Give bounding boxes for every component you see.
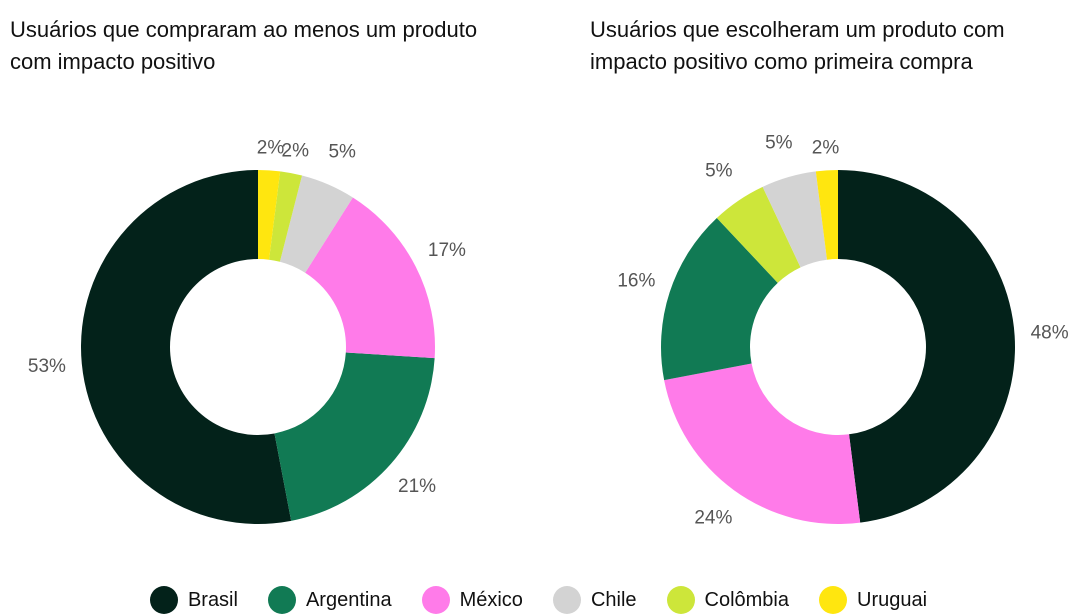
legend-item: México — [421, 586, 523, 614]
data-label: 5% — [328, 141, 356, 162]
legend-swatch — [267, 586, 296, 614]
legend-swatch — [421, 586, 450, 614]
data-label: 48% — [1031, 323, 1069, 344]
data-label: 53% — [28, 356, 66, 377]
donut-slice — [762, 171, 827, 268]
chart-title: Usuários que compraram ao menos um produ… — [10, 17, 478, 74]
data-label: 16% — [617, 271, 655, 292]
chart-title: Usuários que escolheram um produto com i… — [590, 17, 1005, 74]
data-label: 24% — [694, 508, 732, 529]
donut-slice — [661, 217, 778, 381]
donut-slice — [838, 170, 1015, 523]
data-label: 21% — [398, 476, 436, 497]
legend-label: Uruguai — [857, 588, 928, 611]
data-label: 5% — [765, 132, 793, 153]
legend-label: Colômbia — [704, 588, 789, 611]
legend-swatch — [149, 586, 178, 614]
legend-item: Uruguai — [819, 586, 927, 614]
legend-swatch — [819, 586, 847, 614]
data-label: 5% — [705, 161, 733, 182]
data-label: 2% — [257, 137, 285, 158]
legend-item: Chile — [552, 586, 637, 614]
data-label: 17% — [428, 240, 466, 261]
legend-item: Brasil — [149, 586, 238, 614]
donut-slice — [305, 197, 435, 359]
donut-slice — [269, 171, 303, 262]
legend: Brasil Argentina México Chile Colômbia Urugua… — [0, 586, 1077, 614]
donut-slice — [81, 170, 292, 524]
donut-slice — [258, 170, 281, 260]
legend-label: Chile — [590, 588, 637, 611]
donut-slice — [716, 186, 801, 283]
donut-slice — [664, 363, 861, 524]
legend-label: Brasil — [187, 588, 238, 611]
legend-swatch — [666, 586, 695, 614]
legend-label: Argentina — [305, 588, 392, 611]
legend-swatch — [552, 586, 581, 614]
legend-item: Colômbia — [666, 586, 789, 614]
data-label: 2% — [282, 141, 310, 162]
data-label: 2% — [812, 137, 840, 158]
donut-slice — [815, 170, 838, 260]
legend-label: México — [459, 588, 523, 611]
donut-slice — [279, 175, 353, 273]
donut-slice — [274, 352, 435, 521]
legend-item: Argentina — [267, 586, 392, 614]
